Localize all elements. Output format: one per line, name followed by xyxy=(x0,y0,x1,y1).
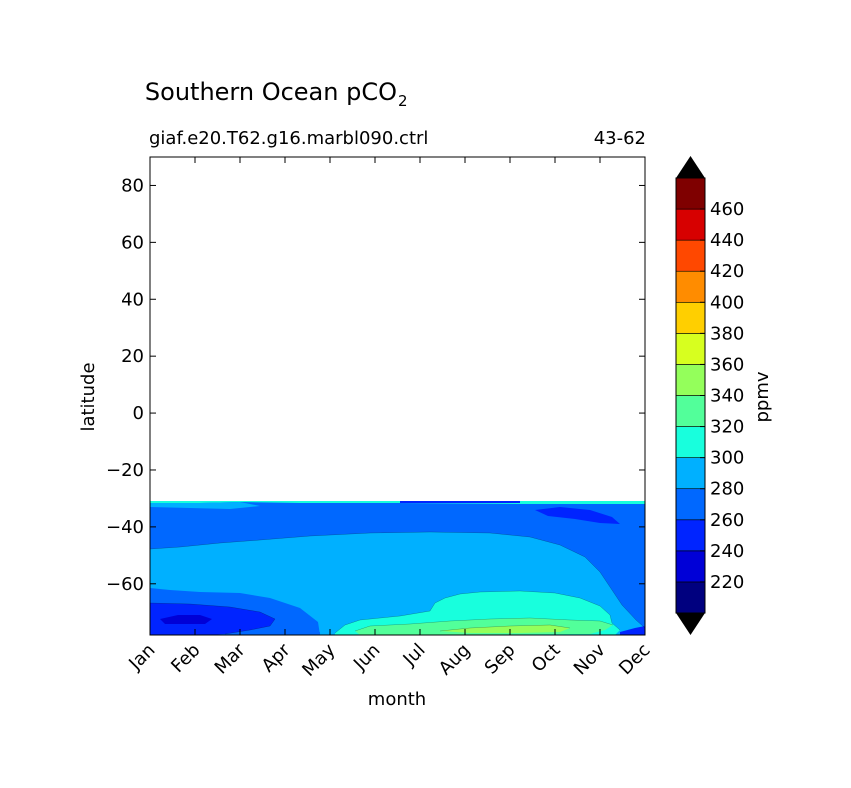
colorbar-tick-label: 260 xyxy=(710,510,744,531)
y-axis-label: latitude xyxy=(78,362,99,431)
x-tick-label: Jul xyxy=(399,640,430,671)
contour-region-280-north xyxy=(150,502,260,509)
subtitle-right: 43-62 xyxy=(594,128,646,149)
colorbar-tick-label: 220 xyxy=(710,572,744,593)
plot-frame xyxy=(149,156,646,636)
x-tick-label: Feb xyxy=(167,640,204,677)
x-tick-label: Aug xyxy=(435,640,475,680)
colorbar-tick-label: 440 xyxy=(710,230,744,251)
colorbar-tick-label: 340 xyxy=(710,386,744,407)
y-tick-label: 80 xyxy=(121,175,144,196)
x-tick-label: Mar xyxy=(211,639,250,678)
x-tick-label: Dec xyxy=(615,640,654,679)
contour-fills xyxy=(150,501,645,635)
colorbar-swatch xyxy=(675,301,706,334)
y-tick-label: 40 xyxy=(121,289,144,310)
colorbar-tick-label: 360 xyxy=(710,354,744,375)
x-axis-label: month xyxy=(368,689,426,710)
colorbar-swatch xyxy=(675,333,706,365)
contour-region-260-south xyxy=(210,631,320,635)
colorbar-swatch xyxy=(675,239,706,272)
colorbar-swatch xyxy=(675,395,706,427)
colorbar-label: ppmv xyxy=(752,371,773,422)
colorbar-tick-label: 280 xyxy=(710,479,744,500)
colorbar-extend-low xyxy=(676,613,705,635)
x-tick-label: May xyxy=(298,639,339,680)
x-tick-label: Jun xyxy=(349,640,384,675)
x-tick-label: Jan xyxy=(124,640,159,675)
colorbar-extend-high xyxy=(676,156,705,178)
colorbar-swatch xyxy=(675,488,706,521)
colorbar-tick-label: 380 xyxy=(710,323,744,344)
chart-title: Southern Ocean pCO xyxy=(145,78,397,106)
colorbar-swatch xyxy=(675,208,706,241)
y-tick-label: 60 xyxy=(121,232,144,253)
colorbar-swatch xyxy=(675,519,706,552)
contour-region-220 xyxy=(160,615,212,624)
colorbar-swatch xyxy=(675,581,706,614)
colorbar-swatch xyxy=(675,457,706,490)
y-tick-label: −40 xyxy=(106,517,144,538)
colorbar-tick-label: 240 xyxy=(710,541,744,562)
x-tick-label: Sep xyxy=(481,640,520,679)
colorbar-swatch xyxy=(675,177,706,210)
contour-region-240-se xyxy=(620,626,645,635)
subtitle-left: giaf.e20.T62.g16.marbl090.ctrl xyxy=(149,128,428,149)
y-axis: 80 60 40 20 0 −20 −40 −60 xyxy=(106,175,645,595)
colorbar-swatch xyxy=(675,270,706,303)
chart-title-subscript: 2 xyxy=(398,92,408,110)
colorbar-tick-label: 400 xyxy=(710,292,744,313)
colorbar-swatch xyxy=(675,426,706,458)
contour-region-340 xyxy=(440,625,570,633)
colorbar-tick-label: 300 xyxy=(710,448,744,469)
colorbar: 220 240 260 280 300 320 340 360 380 400 420 440 460 xyxy=(675,156,744,635)
y-tick-label: 0 xyxy=(133,403,144,424)
x-tick-label: Apr xyxy=(258,639,295,676)
y-tick-label: −60 xyxy=(106,574,144,595)
colorbar-swatch xyxy=(675,364,706,396)
y-tick-label: −20 xyxy=(106,460,144,481)
y-tick-label: 20 xyxy=(121,346,144,367)
contour-region-300-north xyxy=(150,501,645,504)
x-tick-label: Oct xyxy=(528,640,565,677)
x-tick-label: Nov xyxy=(570,639,610,679)
colorbar-tick-label: 460 xyxy=(710,199,744,220)
contour-region-240-north2 xyxy=(400,501,520,503)
colorbar-tick-label: 320 xyxy=(710,417,744,438)
contour-region-240-south xyxy=(150,603,275,635)
colorbar-tick-label: 420 xyxy=(710,261,744,282)
contour-region-240-north xyxy=(535,507,620,524)
colorbar-swatch xyxy=(675,550,706,583)
